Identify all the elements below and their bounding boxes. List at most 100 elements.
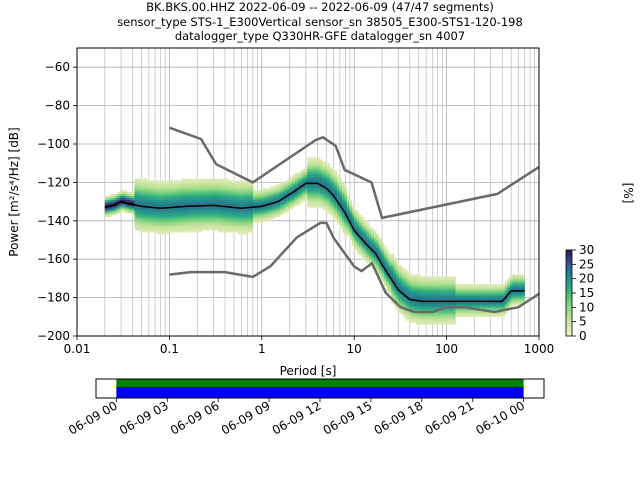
histogram-cell	[206, 184, 209, 187]
histogram-cell	[124, 211, 128, 214]
histogram-cell	[107, 209, 110, 212]
histogram-cell	[460, 288, 464, 291]
histogram-cell	[430, 307, 434, 310]
histogram-cell	[218, 211, 222, 214]
histogram-cell	[381, 241, 385, 245]
histogram-cell	[183, 215, 187, 218]
histogram-cell	[336, 216, 340, 220]
histogram-cell	[257, 218, 261, 221]
histogram-cell	[109, 199, 113, 202]
histogram-cell	[443, 303, 446, 306]
histogram-cell	[178, 222, 182, 225]
histogram-cell	[462, 293, 466, 296]
histogram-cell	[472, 312, 476, 316]
histogram-cell	[290, 184, 293, 187]
histogram-cell	[275, 203, 278, 206]
histogram-cell	[480, 284, 483, 287]
histogram-cell	[233, 186, 236, 189]
histogram-cell	[141, 216, 145, 220]
histogram-cell	[351, 216, 355, 220]
histogram-cell	[218, 226, 222, 229]
histogram-cell	[443, 289, 446, 293]
histogram-cell	[490, 309, 493, 312]
histogram-cell	[233, 224, 236, 227]
histogram-cell	[201, 213, 204, 216]
histogram-cell	[490, 286, 493, 289]
histogram-cell	[186, 199, 189, 202]
histogram-cell	[275, 205, 278, 208]
histogram-cell	[272, 199, 276, 202]
histogram-cell	[238, 193, 241, 197]
histogram-cell	[213, 186, 217, 189]
histogram-cell	[393, 276, 397, 279]
histogram-cell	[413, 295, 417, 298]
histogram-cell	[341, 184, 345, 187]
histogram-cell	[448, 278, 451, 281]
histogram-cell	[502, 295, 506, 298]
histogram-cell	[141, 182, 145, 185]
histogram-cell	[233, 213, 236, 216]
histogram-cell	[134, 186, 138, 189]
histogram-cell	[440, 316, 444, 319]
histogram-cell	[198, 186, 202, 189]
histogram-cell	[386, 263, 390, 266]
histogram-cell	[139, 211, 143, 214]
histogram-cell	[381, 278, 385, 281]
histogram-cell	[391, 264, 394, 268]
colorbar-tick-label: 0	[579, 329, 587, 343]
histogram-cell	[272, 205, 276, 208]
histogram-cell	[161, 197, 165, 200]
histogram-cell	[164, 232, 167, 235]
histogram-cell	[482, 293, 486, 296]
histogram-cell	[472, 295, 476, 298]
histogram-cell	[334, 216, 338, 220]
histogram-cell	[188, 218, 192, 221]
histogram-cell	[173, 228, 177, 231]
histogram-cell	[223, 209, 227, 212]
histogram-cell	[376, 268, 380, 271]
histogram-cell	[228, 201, 231, 204]
histogram-cell	[178, 218, 182, 221]
histogram-cell	[294, 197, 298, 200]
histogram-cell	[218, 190, 222, 193]
histogram-cell	[186, 220, 189, 223]
histogram-cell	[183, 209, 187, 212]
histogram-cell	[206, 218, 209, 221]
histogram-cell	[267, 216, 271, 220]
histogram-cell	[356, 215, 360, 218]
histogram-cell	[344, 218, 348, 221]
histogram-cell	[122, 190, 125, 193]
histogram-cell	[198, 209, 202, 212]
histogram-cell	[186, 197, 189, 200]
timeline-tick-label: 06-10 00	[473, 398, 527, 437]
histogram-cell	[104, 207, 108, 210]
histogram-cell	[329, 207, 333, 210]
histogram-cell	[522, 293, 525, 296]
histogram-cell	[215, 180, 219, 183]
histogram-cell	[327, 174, 330, 177]
histogram-cell	[435, 282, 439, 285]
histogram-cell	[166, 228, 170, 231]
histogram-cell	[129, 201, 133, 204]
histogram-cell	[183, 224, 187, 227]
histogram-cell	[243, 205, 246, 208]
histogram-cell	[522, 280, 525, 283]
histogram-cell	[438, 299, 441, 302]
histogram-cell	[146, 184, 150, 187]
histogram-cell	[173, 197, 177, 200]
histogram-cell	[324, 161, 328, 164]
histogram-cell	[238, 209, 241, 212]
histogram-cell	[131, 193, 135, 197]
histogram-cell	[144, 195, 148, 198]
histogram-cell	[265, 215, 269, 218]
histogram-cell	[218, 180, 222, 183]
x-tick-label: 100	[435, 342, 458, 356]
histogram-cell	[351, 220, 355, 223]
histogram-cell	[171, 195, 175, 198]
histogram-cell	[287, 190, 291, 193]
histogram-cell	[398, 284, 402, 287]
histogram-cell	[151, 211, 155, 214]
histogram-cell	[332, 211, 335, 214]
histogram-cell	[171, 228, 175, 231]
histogram-cell	[225, 190, 229, 193]
